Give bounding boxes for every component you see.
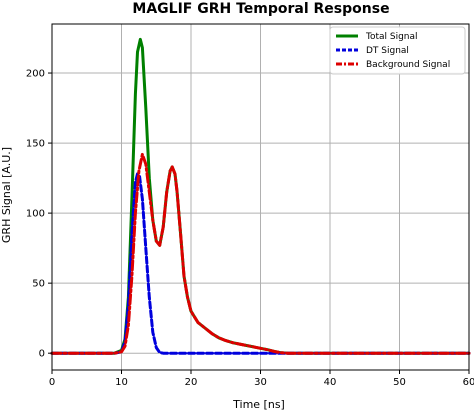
x-tick-label: 60 bbox=[463, 377, 474, 388]
y-tick-label: 200 bbox=[26, 69, 45, 80]
y-axis-ticks: 0 50 100 150 200 bbox=[26, 69, 52, 360]
legend-label: Total Signal bbox=[365, 32, 418, 42]
y-tick-label: 50 bbox=[32, 279, 45, 290]
legend-label: DT Signal bbox=[366, 46, 409, 56]
legend-box bbox=[329, 26, 466, 75]
y-tick-label: 0 bbox=[39, 349, 45, 360]
series-layer bbox=[50, 37, 471, 355]
y-axis-label: GRH Signal [A.U.] bbox=[0, 147, 13, 243]
y-tick-label: 150 bbox=[26, 139, 45, 150]
x-tick-label: 0 bbox=[49, 377, 55, 388]
legend: Total Signal DT Signal Background Signal bbox=[329, 26, 466, 75]
x-axis-ticks: 0 10 20 30 40 50 60 bbox=[49, 370, 474, 388]
x-tick-label: 30 bbox=[254, 377, 267, 388]
grid-lines bbox=[51, 24, 470, 370]
x-tick-label: 50 bbox=[393, 377, 406, 388]
series-line-dt-signal bbox=[50, 172, 471, 355]
x-tick-label: 10 bbox=[115, 377, 128, 388]
x-tick-label: 20 bbox=[185, 377, 198, 388]
x-axis-label: Time [ns] bbox=[232, 398, 285, 411]
series-line-background-signal bbox=[50, 152, 471, 355]
x-tick-label: 40 bbox=[324, 377, 337, 388]
y-tick-label: 100 bbox=[26, 209, 45, 220]
legend-label: Background Signal bbox=[366, 60, 450, 70]
chart-title: MAGLIF GRH Temporal Response bbox=[132, 1, 389, 17]
